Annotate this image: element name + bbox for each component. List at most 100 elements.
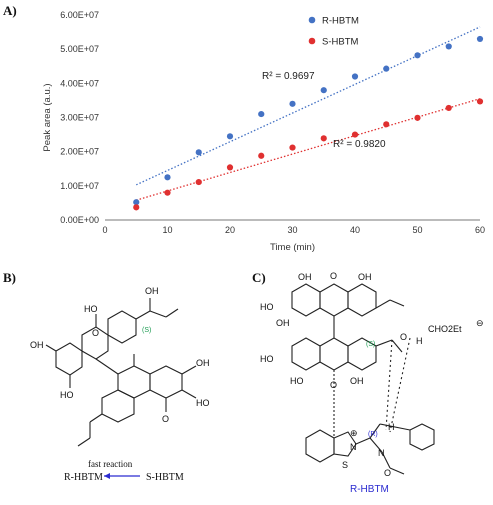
oh-label: OH [298,272,312,282]
molecule-b-atoms: HO OH OH HO OH HO O O (S) [30,286,210,424]
hydroxyl-o-label: O [400,332,407,342]
data-point [445,43,452,50]
x-tick-label: 0 [102,225,107,235]
data-point [383,121,390,128]
data-point [226,164,234,171]
data-point [258,110,265,118]
oh-label: HO [260,354,274,364]
chart-axes: 0 10 20 30 40 50 60 0.00E+00 1.00E+07 2.00E+07 3.0… [42,10,485,253]
data-point [289,100,296,107]
chart-legend: R-HBTM S-HBTM [308,16,359,48]
y-tick-label: 5.00E+07 [60,44,99,54]
data-point [414,114,421,121]
counterion-label: CHO2Et [428,324,462,334]
trendlines [135,26,481,201]
oh-label: HO [84,304,98,314]
y-tick-label: 6.00E+07 [60,10,99,20]
oh-label: HO [60,390,74,400]
catalyst-label: R-HBTM [350,484,389,495]
data-point [195,149,202,156]
carbonyl-o: O [330,380,337,390]
ring-n1: N [350,442,357,452]
h-label: H [388,422,395,432]
oh-label: OH [358,272,372,282]
reaction-product: R-HBTM [64,472,103,483]
carbonyl-o: O [162,414,169,424]
data-point [351,73,359,80]
structure-c: OH OH HO OH HO OH HO O O O H CHO2Et ⊖ ⊕ … [260,271,484,495]
reaction-reactant: S-HBTM [146,472,184,483]
panel-c: C) [250,262,493,500]
panel-c-label: C) [252,270,266,285]
data-point [164,174,171,181]
cation-label: ⊕ [350,428,358,438]
structure-b: HO OH OH HO OH HO O O (S) R-HBTM fast re… [30,286,210,483]
oh-label: HO [196,398,210,408]
data-point [351,131,359,138]
oh-label: HO [260,302,274,312]
carbonyl-o-amide: O [384,468,391,478]
x-tick-label: 10 [162,225,172,235]
molecule-b-bonds [45,298,197,447]
oh-label: HO [290,376,304,386]
oh-label: OH [276,318,290,328]
data-point [320,87,327,94]
r2-label: R² = 0.9697 [262,71,315,82]
y-tick-label: 4.00E+07 [60,78,99,88]
x-axis-label: Time (min) [270,242,315,253]
h-bond-label: H [416,336,423,346]
data-point [476,35,484,43]
data-point [133,204,140,211]
data-point [258,152,265,159]
data-point [383,65,390,72]
stereo-label-s: (S) [142,327,151,334]
oh-label: OH [350,376,364,386]
x-tick-label: 30 [287,225,297,235]
legend-marker [308,37,316,45]
oh-label: OH [30,340,44,350]
data-point [289,144,296,151]
ring-n2: N [378,448,385,458]
molecule-c-bonds [291,283,435,475]
y-tick-label: 1.00E+07 [60,181,99,191]
data-point [226,133,234,140]
reaction-arrow-label: fast reaction [88,459,133,469]
ring-s: S [342,460,348,470]
panel-b: B) HO OH [0,262,250,500]
data-point [195,178,202,186]
legend-label: R-HBTM [322,16,359,27]
x-tick-label: 40 [350,225,360,235]
panel-a: A) 0 10 20 30 40 50 60 0.00E+00 1.00E+07 2.00E+07… [3,3,485,253]
stereo-label-s: (S) [366,341,375,348]
charge-label: ⊖ [476,318,484,328]
x-tick-label: 50 [412,225,422,235]
data-point [476,98,484,105]
x-tick-label: 60 [475,225,485,235]
scatter-chart: 0 10 20 30 40 50 60 0.00E+00 1.00E+07 2.00E+07 3.0… [42,10,485,253]
molecule-c-atoms: OH OH HO OH HO OH HO O O O H CHO2Et ⊖ ⊕ … [260,271,484,495]
trendline [135,26,481,186]
y-tick-label: 0.00E+00 [60,215,99,225]
y-tick-label: 2.00E+07 [60,147,99,157]
arrow-head [104,473,110,479]
oh-label: OH [196,358,210,368]
data-points [133,35,484,211]
reaction-scheme: R-HBTM fast reaction S-HBTM [64,459,184,483]
oh-label: OH [145,286,159,296]
carbonyl-o: O [330,271,337,281]
data-point [133,199,140,206]
data-point [164,189,171,196]
data-point [445,104,452,112]
carbonyl-o: O [92,328,99,338]
trendline [136,98,481,201]
stereo-label-r: (R) [368,431,378,438]
r2-label: R² = 0.9820 [333,139,386,150]
y-axis-label: Peak area (a.u.) [42,83,53,151]
panel-b-label: B) [3,270,16,285]
data-point [414,52,421,59]
r2-labels: R² = 0.9697 R² = 0.9820 [262,71,386,150]
legend-marker [308,16,316,24]
x-tick-label: 20 [225,225,235,235]
legend-label: S-HBTM [322,37,359,48]
data-point [320,135,327,142]
